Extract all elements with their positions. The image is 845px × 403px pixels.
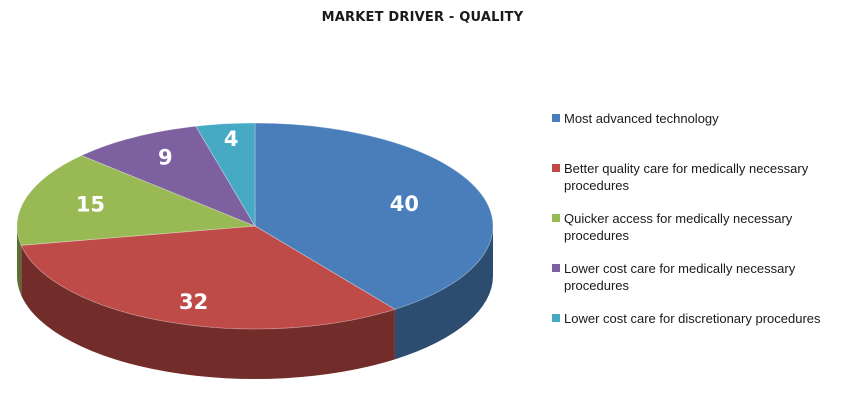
pie-side-better-quality-care-for-medically-necessary-procedures [21, 245, 395, 379]
legend-swatch [552, 314, 560, 322]
pie-slice-most-advanced-technology [254, 122, 494, 310]
pie-slice-quicker-access-for-medically-necessary-procedures [16, 155, 256, 246]
data-label-quicker-access-for-medically-necessary-procedures: 15 [76, 192, 105, 216]
legend-swatch [552, 264, 560, 272]
legend-item-better-quality-care-for-medically-necessary-procedures: Better quality care for medically necess… [552, 160, 836, 194]
chart-title: MARKET DRIVER - QUALITY [321, 10, 524, 25]
pie-side-most-advanced-technology [394, 226, 493, 360]
data-label-most-advanced-technology: 40 [390, 192, 419, 216]
pie-side-quicker-access-for-medically-necessary-procedures [17, 226, 22, 296]
data-label-lower-cost-care-for-medically-necessary-procedures: 9 [158, 145, 173, 169]
data-label-better-quality-care-for-medically-necessary-procedures: 32 [179, 290, 208, 314]
pie-slice-lower-cost-care-for-medically-necessary-procedures [80, 125, 256, 227]
legend-swatch [552, 164, 560, 172]
legend-label: Quicker access for medically necessary p… [564, 211, 793, 243]
legend-label: Lower cost care for discretionary proced… [564, 311, 821, 326]
legend-label: Lower cost care for medically necessary … [564, 261, 796, 293]
pie-slice-better-quality-care-for-medically-necessary-procedures [20, 225, 396, 330]
data-label-lower-cost-care-for-discretionary-procedures: 4 [224, 127, 239, 151]
legend-item-lower-cost-care-for-discretionary-procedures: Lower cost care for discretionary proced… [552, 310, 836, 327]
legend-item-most-advanced-technology: Most advanced technology [552, 110, 836, 127]
legend-label: Most advanced technology [564, 111, 719, 126]
pie-slice-lower-cost-care-for-discretionary-procedures [195, 122, 256, 228]
legend-label: Better quality care for medically necess… [564, 161, 809, 193]
legend-item-quicker-access-for-medically-necessary-procedures: Quicker access for medically necessary p… [552, 210, 836, 244]
legend-swatch [552, 214, 560, 222]
legend-swatch [552, 114, 560, 122]
legend-item-lower-cost-care-for-medically-necessary-procedures: Lower cost care for medically necessary … [552, 260, 836, 294]
